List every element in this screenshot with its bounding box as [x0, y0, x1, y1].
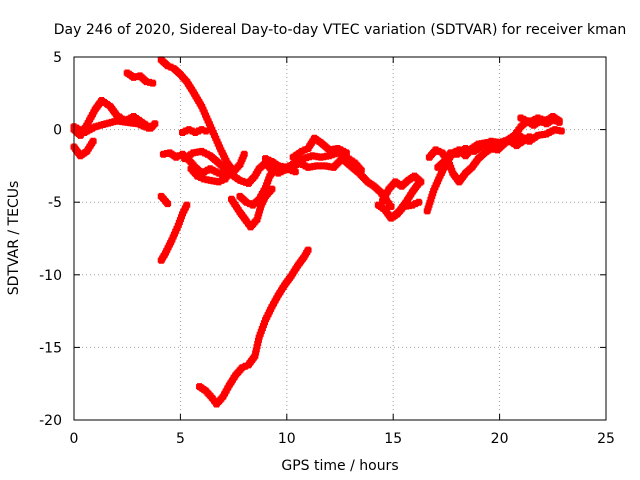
y-tick-label: 5: [53, 50, 62, 66]
series-track-8: [181, 147, 299, 187]
data-point: [357, 166, 365, 174]
series-track-3: [70, 137, 97, 160]
data-point: [415, 198, 423, 206]
data-point: [521, 134, 529, 142]
x-tick-label: 5: [176, 431, 185, 447]
series-track-24: [517, 113, 563, 126]
data-point: [268, 185, 276, 193]
data-point: [415, 179, 423, 187]
tick-labels: 0 5 10 15 20 25 -20 -15 -10 -5 0 5: [39, 50, 615, 447]
series-track-18: [379, 172, 425, 205]
data-point: [164, 200, 172, 208]
x-tick-label: 20: [491, 431, 509, 447]
data-point: [342, 149, 350, 157]
series-track-14: [157, 201, 191, 264]
series-track-21: [425, 126, 565, 186]
data-point: [240, 150, 248, 158]
data-point: [557, 127, 565, 135]
data-point: [149, 79, 157, 87]
x-tick-label: 10: [278, 431, 296, 447]
data-point: [555, 117, 563, 125]
series-track-22: [434, 134, 529, 171]
y-tick-label: -5: [48, 195, 62, 211]
y-tick-label: -20: [39, 413, 62, 429]
series-track-4: [123, 69, 157, 87]
x-axis-label: GPS time / hours: [281, 458, 398, 474]
data-point: [89, 137, 97, 145]
y-tick-label: -15: [39, 340, 62, 356]
series-track-19: [389, 179, 423, 221]
data-points: [70, 56, 565, 408]
series-track-9: [187, 165, 229, 186]
y-axis-label: SDTVAR / TECUs: [6, 181, 22, 296]
plot-frame: [73, 56, 607, 421]
y-tick-label: 0: [53, 123, 62, 139]
data-point: [151, 120, 159, 128]
series-track-12: [262, 149, 365, 174]
series-track-10: [227, 185, 276, 231]
series-track-5: [157, 56, 248, 176]
x-tick-label: 15: [384, 431, 402, 447]
chart-title: Day 246 of 2020, Sidereal Day-to-day VTE…: [54, 22, 626, 38]
series-track-16: [196, 246, 312, 408]
series-track-13: [289, 134, 350, 161]
series-track-2: [70, 117, 152, 137]
data-point: [387, 203, 395, 211]
data-point: [221, 175, 229, 183]
x-tick-label: 25: [597, 431, 615, 447]
y-tick-label: -10: [39, 268, 62, 284]
x-tick-label: 0: [70, 431, 79, 447]
data-point: [144, 124, 152, 132]
data-point: [183, 201, 191, 209]
data-point: [202, 127, 210, 135]
series-track-15: [157, 192, 172, 208]
series-track-6: [179, 126, 210, 137]
data-point: [304, 246, 312, 254]
